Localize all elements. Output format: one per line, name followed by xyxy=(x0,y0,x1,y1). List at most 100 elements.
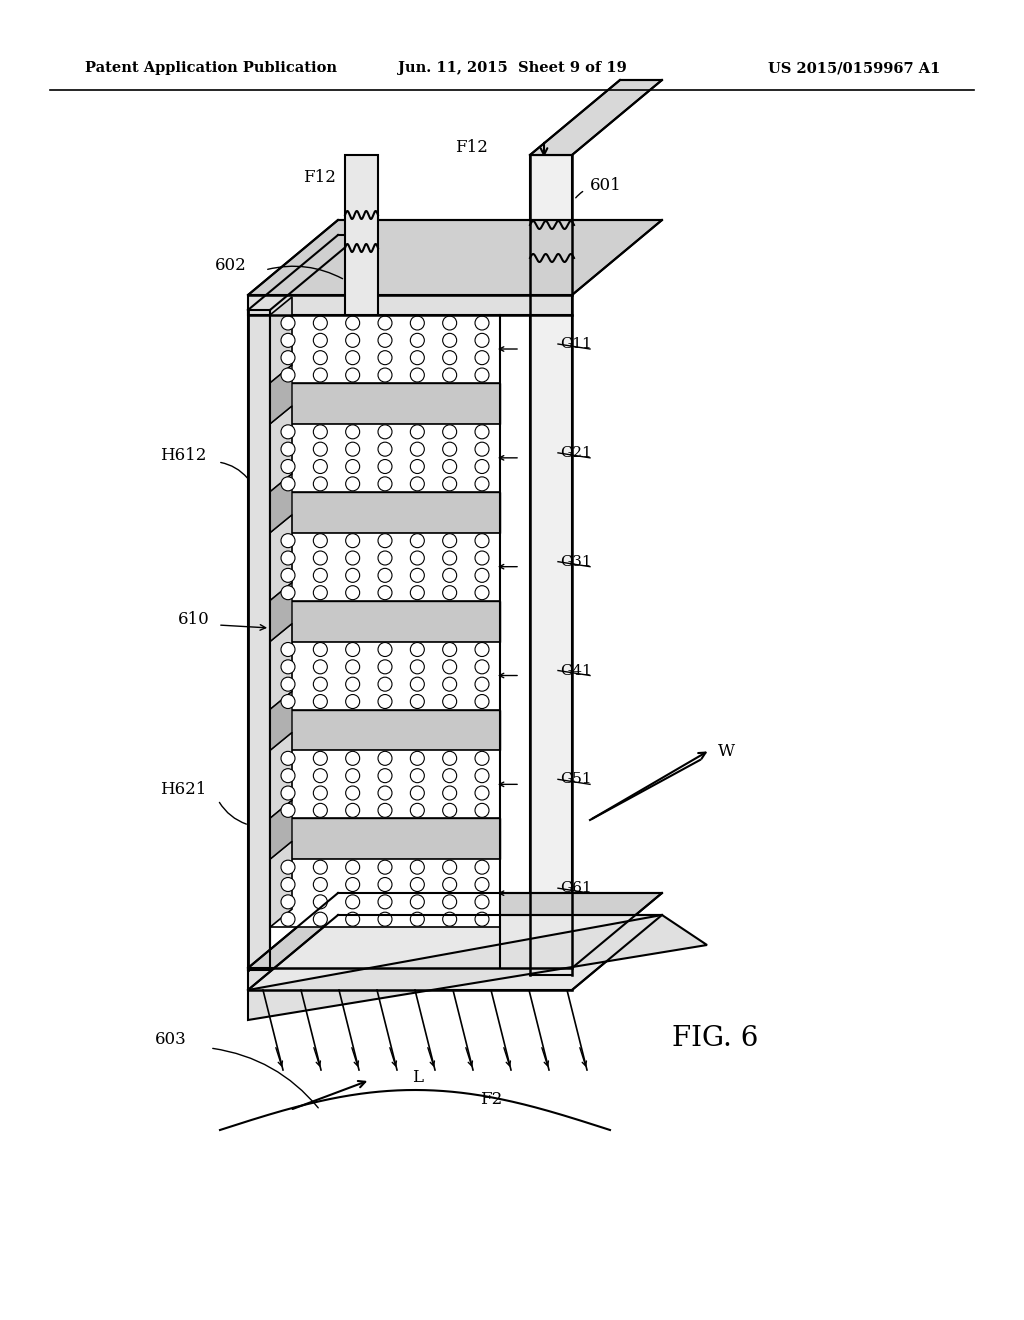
Circle shape xyxy=(346,861,359,874)
Polygon shape xyxy=(248,235,360,310)
Circle shape xyxy=(313,334,328,347)
Circle shape xyxy=(475,533,489,548)
Circle shape xyxy=(281,804,295,817)
Polygon shape xyxy=(248,294,572,315)
Circle shape xyxy=(411,785,424,800)
Circle shape xyxy=(378,477,392,491)
Text: G31: G31 xyxy=(560,554,592,569)
Circle shape xyxy=(313,785,328,800)
Polygon shape xyxy=(270,750,500,818)
Circle shape xyxy=(313,586,328,599)
Circle shape xyxy=(281,442,295,457)
Circle shape xyxy=(378,315,392,330)
Polygon shape xyxy=(270,405,292,492)
Circle shape xyxy=(313,861,328,874)
Circle shape xyxy=(378,804,392,817)
Circle shape xyxy=(346,533,359,548)
Circle shape xyxy=(281,477,295,491)
Circle shape xyxy=(442,660,457,673)
Circle shape xyxy=(313,315,328,330)
Circle shape xyxy=(281,351,295,364)
Circle shape xyxy=(411,878,424,891)
Circle shape xyxy=(281,878,295,891)
Circle shape xyxy=(475,895,489,909)
Polygon shape xyxy=(270,859,500,927)
Circle shape xyxy=(281,459,295,474)
Circle shape xyxy=(346,694,359,709)
Circle shape xyxy=(313,477,328,491)
Circle shape xyxy=(378,586,392,599)
Circle shape xyxy=(313,368,328,381)
Circle shape xyxy=(378,334,392,347)
Circle shape xyxy=(346,425,359,438)
Circle shape xyxy=(442,643,457,656)
Text: FIG. 6: FIG. 6 xyxy=(672,1024,759,1052)
Circle shape xyxy=(346,895,359,909)
Circle shape xyxy=(346,768,359,783)
Polygon shape xyxy=(270,492,500,533)
Circle shape xyxy=(313,895,328,909)
Circle shape xyxy=(475,768,489,783)
Circle shape xyxy=(346,442,359,457)
Polygon shape xyxy=(270,710,500,750)
Circle shape xyxy=(442,804,457,817)
Circle shape xyxy=(378,550,392,565)
Circle shape xyxy=(411,368,424,381)
Circle shape xyxy=(281,569,295,582)
Circle shape xyxy=(442,459,457,474)
Circle shape xyxy=(475,804,489,817)
Polygon shape xyxy=(270,383,500,424)
Circle shape xyxy=(281,315,295,330)
Polygon shape xyxy=(270,315,500,383)
Circle shape xyxy=(378,533,392,548)
Circle shape xyxy=(411,315,424,330)
Text: G61: G61 xyxy=(560,882,592,895)
Text: US 2015/0159967 A1: US 2015/0159967 A1 xyxy=(768,61,940,75)
Circle shape xyxy=(281,861,295,874)
Circle shape xyxy=(313,643,328,656)
Circle shape xyxy=(411,751,424,766)
Polygon shape xyxy=(530,81,662,154)
Polygon shape xyxy=(345,154,378,315)
Circle shape xyxy=(411,334,424,347)
Circle shape xyxy=(411,694,424,709)
Circle shape xyxy=(281,751,295,766)
Text: F12: F12 xyxy=(303,169,336,186)
Polygon shape xyxy=(270,424,500,492)
Circle shape xyxy=(281,586,295,599)
Circle shape xyxy=(346,804,359,817)
Circle shape xyxy=(411,477,424,491)
Circle shape xyxy=(313,751,328,766)
Circle shape xyxy=(475,442,489,457)
Circle shape xyxy=(346,569,359,582)
Circle shape xyxy=(411,351,424,364)
Text: 610: 610 xyxy=(178,611,210,628)
Circle shape xyxy=(281,785,295,800)
Circle shape xyxy=(411,425,424,438)
Text: L: L xyxy=(413,1069,424,1086)
Circle shape xyxy=(281,660,295,673)
Polygon shape xyxy=(270,474,292,533)
Circle shape xyxy=(475,315,489,330)
Circle shape xyxy=(442,861,457,874)
Circle shape xyxy=(442,533,457,548)
Circle shape xyxy=(378,442,392,457)
Circle shape xyxy=(475,677,489,692)
Polygon shape xyxy=(270,366,292,424)
Circle shape xyxy=(313,425,328,438)
Circle shape xyxy=(346,751,359,766)
Circle shape xyxy=(346,912,359,927)
Circle shape xyxy=(411,895,424,909)
Circle shape xyxy=(411,804,424,817)
Circle shape xyxy=(281,550,295,565)
Circle shape xyxy=(475,569,489,582)
Circle shape xyxy=(475,912,489,927)
Circle shape xyxy=(442,895,457,909)
Circle shape xyxy=(346,459,359,474)
Circle shape xyxy=(411,459,424,474)
Polygon shape xyxy=(248,915,662,990)
Circle shape xyxy=(378,643,392,656)
Circle shape xyxy=(378,660,392,673)
Circle shape xyxy=(411,550,424,565)
Circle shape xyxy=(411,861,424,874)
